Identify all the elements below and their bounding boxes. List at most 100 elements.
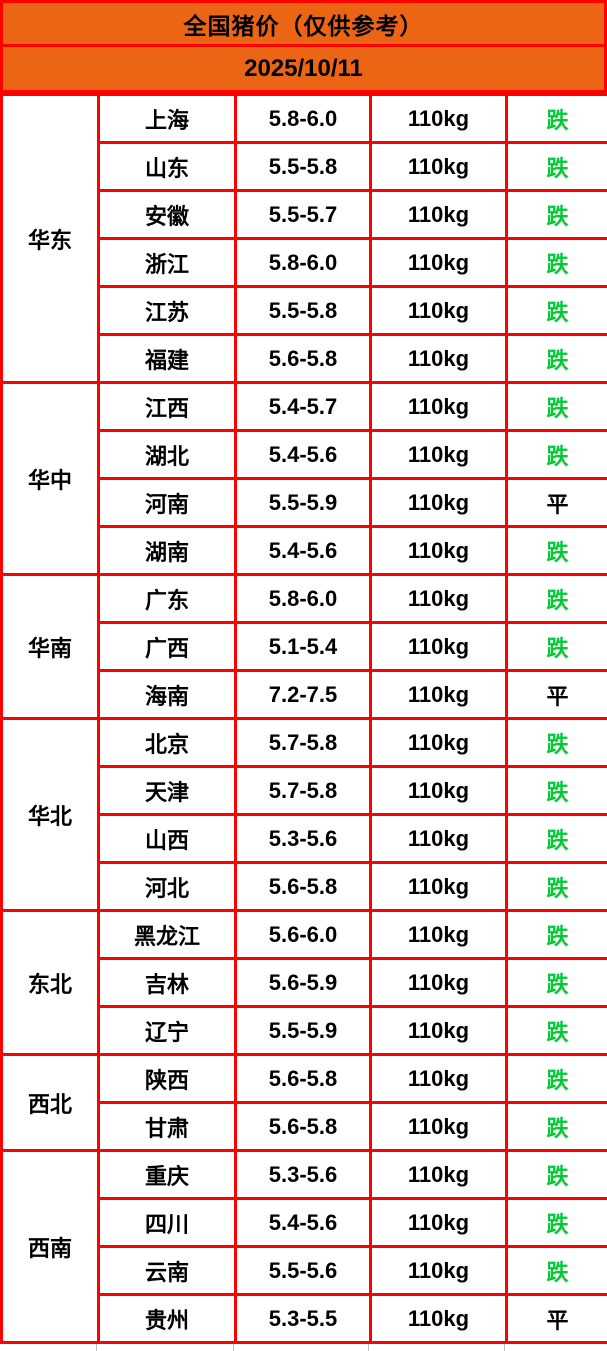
province-cell: 山西 [99, 815, 236, 863]
price-cell: 5.6-5.9 [236, 959, 371, 1007]
province-cell: 陕西 [99, 1055, 236, 1103]
weight-cell: 110kg [371, 527, 507, 575]
province-cell: 福建 [99, 335, 236, 383]
trend-cell: 跌 [507, 239, 607, 287]
weight-cell: 110kg [371, 959, 507, 1007]
price-cell: 5.7-5.8 [236, 767, 371, 815]
trend-cell: 跌 [507, 959, 607, 1007]
region-cell: 华南 [2, 575, 99, 719]
weight-cell: 110kg [371, 1247, 507, 1295]
trend-cell: 跌 [507, 383, 607, 431]
province-cell: 海南 [99, 671, 236, 719]
weight-cell: 110kg [371, 1295, 507, 1343]
price-cell: 5.8-6.0 [236, 239, 371, 287]
price-cell: 5.5-5.8 [236, 287, 371, 335]
province-cell: 重庆 [99, 1151, 236, 1199]
trend-cell: 跌 [507, 1055, 607, 1103]
province-cell: 吉林 [99, 959, 236, 1007]
price-cell: 5.5-5.8 [236, 143, 371, 191]
trend-cell: 跌 [507, 1103, 607, 1151]
price-cell: 5.5-5.6 [236, 1247, 371, 1295]
province-cell: 甘肃 [99, 1103, 236, 1151]
province-cell: 河北 [99, 863, 236, 911]
weight-cell: 110kg [371, 623, 507, 671]
weight-cell: 110kg [371, 479, 507, 527]
region-cell: 华东 [2, 95, 99, 383]
province-cell: 上海 [99, 95, 236, 143]
province-cell: 广西 [99, 623, 236, 671]
weight-cell: 110kg [371, 191, 507, 239]
region-cell: 华中 [2, 383, 99, 575]
trend-cell: 平 [507, 479, 607, 527]
trend-cell: 跌 [507, 623, 607, 671]
trend-cell: 跌 [507, 575, 607, 623]
trend-cell: 跌 [507, 1151, 607, 1199]
page-title: 全国猪价（仅供参考） [184, 7, 424, 41]
price-cell: 5.4-5.7 [236, 383, 371, 431]
province-cell: 四川 [99, 1199, 236, 1247]
weight-cell: 110kg [371, 815, 507, 863]
trend-cell: 跌 [507, 1199, 607, 1247]
weight-cell: 110kg [371, 767, 507, 815]
weight-cell: 110kg [371, 863, 507, 911]
trend-cell: 跌 [507, 767, 607, 815]
province-cell: 江西 [99, 383, 236, 431]
weight-cell: 110kg [371, 1007, 507, 1055]
province-cell: 湖南 [99, 527, 236, 575]
region-cell: 西南 [2, 1151, 99, 1343]
price-cell: 5.8-6.0 [236, 575, 371, 623]
weight-cell: 110kg [371, 671, 507, 719]
province-cell: 广东 [99, 575, 236, 623]
price-cell: 5.4-5.6 [236, 431, 371, 479]
trend-cell: 跌 [507, 719, 607, 767]
weight-cell: 110kg [371, 1055, 507, 1103]
province-cell: 湖北 [99, 431, 236, 479]
trend-cell: 平 [507, 671, 607, 719]
price-cell: 5.7-5.8 [236, 719, 371, 767]
price-cell: 5.8-6.0 [236, 95, 371, 143]
province-cell: 北京 [99, 719, 236, 767]
trend-cell: 跌 [507, 335, 607, 383]
price-cell: 5.5-5.7 [236, 191, 371, 239]
trend-cell: 跌 [507, 287, 607, 335]
price-cell: 5.5-5.9 [236, 479, 371, 527]
price-cell: 5.6-5.8 [236, 1055, 371, 1103]
province-cell: 河南 [99, 479, 236, 527]
weight-cell: 110kg [371, 335, 507, 383]
trend-cell: 跌 [507, 863, 607, 911]
province-cell: 浙江 [99, 239, 236, 287]
trend-cell: 跌 [507, 95, 607, 143]
sheet-date-band: 2025/10/11 [0, 47, 607, 93]
province-cell: 辽宁 [99, 1007, 236, 1055]
province-cell: 江苏 [99, 287, 236, 335]
weight-cell: 110kg [371, 911, 507, 959]
weight-cell: 110kg [371, 719, 507, 767]
weight-cell: 110kg [371, 1151, 507, 1199]
weight-cell: 110kg [371, 239, 507, 287]
price-cell: 5.6-6.0 [236, 911, 371, 959]
weight-cell: 110kg [371, 1199, 507, 1247]
price-cell: 5.4-5.6 [236, 1199, 371, 1247]
price-cell: 5.6-5.8 [236, 335, 371, 383]
weight-cell: 110kg [371, 143, 507, 191]
date-label: 2025/10/11 [244, 55, 363, 83]
price-cell: 5.5-5.9 [236, 1007, 371, 1055]
province-cell: 贵州 [99, 1295, 236, 1343]
province-cell: 天津 [99, 767, 236, 815]
trend-cell: 跌 [507, 191, 607, 239]
price-cell: 5.1-5.4 [236, 623, 371, 671]
trend-cell: 跌 [507, 143, 607, 191]
price-cell: 7.2-7.5 [236, 671, 371, 719]
region-cell: 东北 [2, 911, 99, 1055]
province-cell: 云南 [99, 1247, 236, 1295]
province-cell: 山东 [99, 143, 236, 191]
province-cell: 黑龙江 [99, 911, 236, 959]
trend-cell: 跌 [507, 1247, 607, 1295]
